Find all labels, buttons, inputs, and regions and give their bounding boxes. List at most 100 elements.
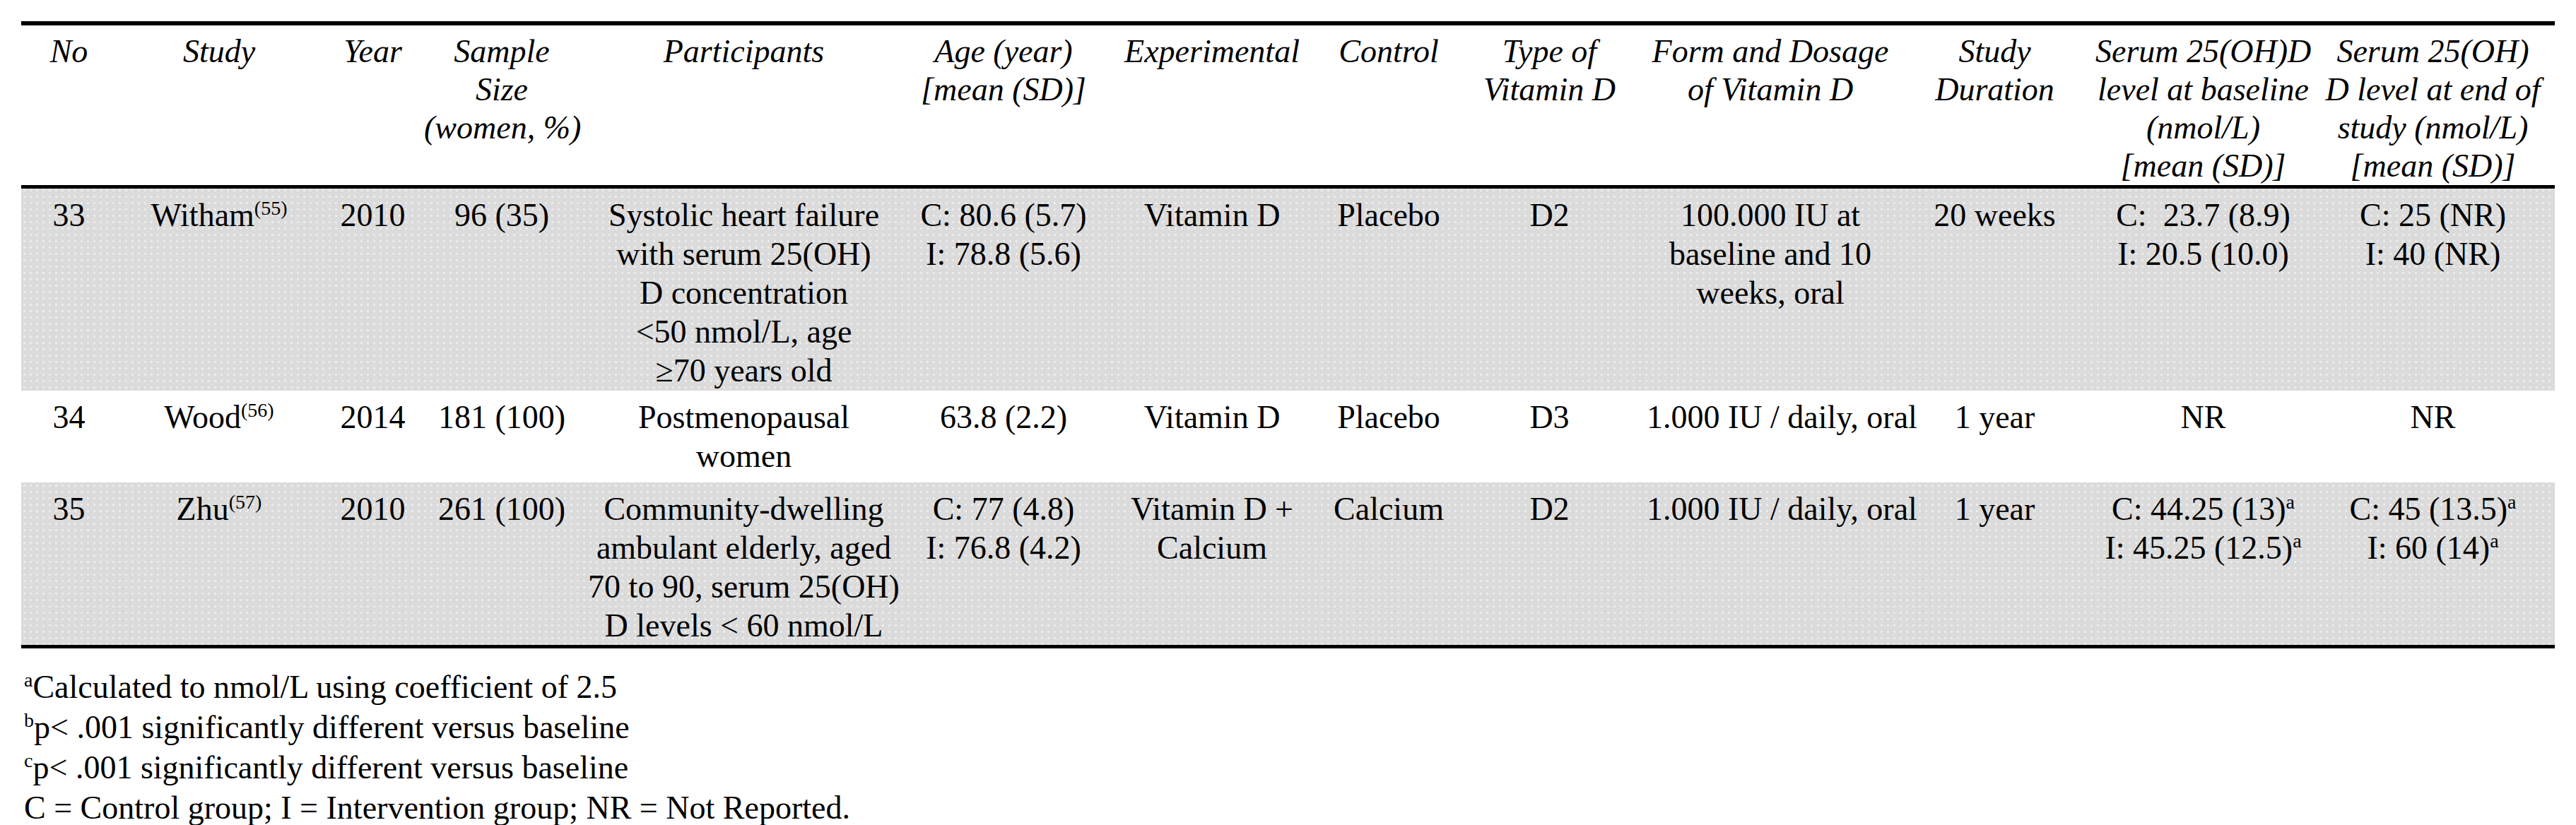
cell-year: 2014: [322, 391, 424, 482]
footnote-marker-superscript: a: [2507, 490, 2516, 512]
footnote-b: bp< .001 significantly different versus …: [24, 707, 2576, 747]
cell-experimental: Vitamin D: [1099, 187, 1325, 391]
col-header-experimental-label: Experimental: [1099, 32, 1325, 71]
cell-participants-value: Community-dwelling ambulant elderly, age…: [580, 489, 908, 645]
study-name: Witham: [151, 197, 254, 233]
cell-sample-size: 96 (35): [424, 187, 580, 391]
study-reference-superscript: (57): [229, 490, 262, 512]
cell-participants-value: Systolic heart failure with serum 25(OH)…: [580, 196, 908, 390]
col-header-no: No: [21, 23, 117, 187]
cell-year-value: 2010: [322, 489, 424, 528]
cell-experimental-value: Vitamin D: [1099, 398, 1325, 437]
footnote-marker-superscript: a: [2293, 529, 2301, 551]
cell-form-dosage-value: 100.000 IU at baseline and 10 weeks, ora…: [1647, 196, 1894, 312]
cell-year-value: 2010: [322, 196, 424, 235]
col-header-control: Control: [1325, 23, 1452, 187]
cell-sample-size-value: 96 (35): [424, 196, 580, 235]
cell-no: 34: [21, 391, 117, 482]
col-header-age: Age (year) [mean (SD)]: [908, 23, 1099, 187]
cell-serum-end: C: 45 (13.5)a I: 60 (14)a: [2311, 482, 2555, 647]
cell-serum-baseline-value: NR: [2095, 398, 2311, 437]
serum-value: C: 44.25 (13): [2112, 491, 2286, 527]
col-header-participants-label: Participants: [580, 32, 908, 71]
footnote-abbreviations: C = Control group; I = Intervention grou…: [24, 788, 2576, 825]
footnote-a: aCalculated to nmol/L using coefficient …: [24, 667, 2576, 707]
col-header-year: Year: [322, 23, 424, 187]
cell-experimental: Vitamin D + Calcium: [1099, 482, 1325, 647]
cell-form-dosage: 1.000 IU / daily, oral: [1647, 391, 1894, 482]
cell-duration: 20 weeks: [1894, 187, 2095, 391]
cell-no-value: 34: [21, 398, 117, 437]
serum-value: I: 60 (14): [2367, 530, 2490, 566]
table-footnotes: aCalculated to nmol/L using coefficient …: [24, 667, 2576, 825]
cell-no-value: 35: [21, 489, 117, 528]
cell-age: C: 80.6 (5.7) I: 78.8 (5.6): [908, 187, 1099, 391]
col-header-study: Study: [117, 23, 322, 187]
cell-age: 63.8 (2.2): [908, 391, 1099, 482]
header-row: No Study Year Sample Size (women, %) Par…: [21, 23, 2555, 187]
col-header-year-label: Year: [322, 32, 424, 71]
cell-serum-baseline: C: 44.25 (13)a I: 45.25 (12.5)a: [2095, 482, 2311, 647]
table-body: 33 Witham(55) 2010 96 (35) Systolic hear…: [21, 187, 2555, 647]
footnote-text: Calculated to nmol/L using coefficient o…: [33, 669, 617, 705]
cell-form-dosage-value: 1.000 IU / daily, oral: [1647, 398, 1894, 437]
cell-no: 35: [21, 482, 117, 647]
cell-year: 2010: [322, 187, 424, 391]
cell-duration: 1 year: [1894, 391, 2095, 482]
cell-duration: 1 year: [1894, 482, 2095, 647]
study-reference-superscript: (56): [241, 398, 274, 420]
col-header-no-label: No: [21, 32, 117, 71]
cell-control: Calcium: [1325, 482, 1452, 647]
cell-serum-end: NR: [2311, 391, 2555, 482]
cell-serum-end-value: C: 25 (NR) I: 40 (NR): [2311, 196, 2555, 273]
cell-experimental-value: Vitamin D: [1099, 196, 1325, 235]
cell-serum-baseline: C: 23.7 (8.9) I: 20.5 (10.0): [2095, 187, 2311, 391]
cell-participants: Postmenopausal women: [580, 391, 908, 482]
footnote-text: p< .001 significantly different versus b…: [34, 709, 630, 745]
cell-control-value: Calcium: [1325, 489, 1452, 528]
col-header-study-label: Study: [117, 32, 322, 71]
serum-value: I: 45.25 (12.5): [2105, 530, 2293, 566]
table-header: No Study Year Sample Size (women, %) Par…: [21, 23, 2555, 187]
cell-age-value: 63.8 (2.2): [908, 398, 1099, 437]
study-name: Zhu: [177, 491, 229, 527]
cell-study-value: Witham(55): [117, 196, 322, 235]
cell-study-value: Zhu(57): [117, 489, 322, 528]
col-header-control-label: Control: [1325, 32, 1452, 71]
cell-study: Wood(56): [117, 391, 322, 482]
cell-control-value: Placebo: [1325, 196, 1452, 235]
cell-experimental: Vitamin D: [1099, 391, 1325, 482]
cell-vitamin-d-type-value: D3: [1452, 398, 1647, 437]
cell-serum-end: C: 25 (NR) I: 40 (NR): [2311, 187, 2555, 391]
cell-control: Placebo: [1325, 391, 1452, 482]
col-header-participants: Participants: [580, 23, 908, 187]
serum-value: C: 45 (13.5): [2349, 491, 2507, 527]
cell-vitamin-d-type-value: D2: [1452, 489, 1647, 528]
cell-sample-size: 261 (100): [424, 482, 580, 647]
footnote-marker: b: [24, 708, 34, 730]
cell-study: Zhu(57): [117, 482, 322, 647]
col-header-form-dosage: Form and Dosage of Vitamin D: [1647, 23, 1894, 187]
cell-form-dosage: 100.000 IU at baseline and 10 weeks, ora…: [1647, 187, 1894, 391]
col-header-form-dosage-label: Form and Dosage of Vitamin D: [1647, 32, 1894, 109]
col-header-serum-baseline: Serum 25(OH)D level at baseline (nmol/L)…: [2095, 23, 2311, 187]
table-row: 33 Witham(55) 2010 96 (35) Systolic hear…: [21, 187, 2555, 391]
cell-serum-baseline-line: C: 44.25 (13)a: [2095, 489, 2311, 528]
studies-table: No Study Year Sample Size (women, %) Par…: [21, 21, 2555, 648]
cell-vitamin-d-type: D2: [1452, 482, 1647, 647]
col-header-duration: Study Duration: [1894, 23, 2095, 187]
table-row: 35 Zhu(57) 2010 261 (100) Community-dwel…: [21, 482, 2555, 647]
footnote-text: C = Control group; I = Intervention grou…: [24, 790, 850, 825]
col-header-serum-baseline-label: Serum 25(OH)D level at baseline (nmol/L)…: [2095, 32, 2311, 185]
cell-no: 33: [21, 187, 117, 391]
cell-year: 2010: [322, 482, 424, 647]
col-header-sample-size: Sample Size (women, %): [424, 23, 580, 187]
cell-serum-baseline: NR: [2095, 391, 2311, 482]
col-header-duration-label: Study Duration: [1894, 32, 2095, 109]
footnote-c: cp< .001 significantly different versus …: [24, 747, 2576, 788]
table-row: 34 Wood(56) 2014 181 (100) Postmenopausa…: [21, 391, 2555, 482]
cell-sample-size-value: 261 (100): [424, 489, 580, 528]
cell-serum-baseline-line: I: 45.25 (12.5)a: [2095, 528, 2311, 567]
study-reference-superscript: (55): [254, 197, 288, 219]
cell-study: Witham(55): [117, 187, 322, 391]
